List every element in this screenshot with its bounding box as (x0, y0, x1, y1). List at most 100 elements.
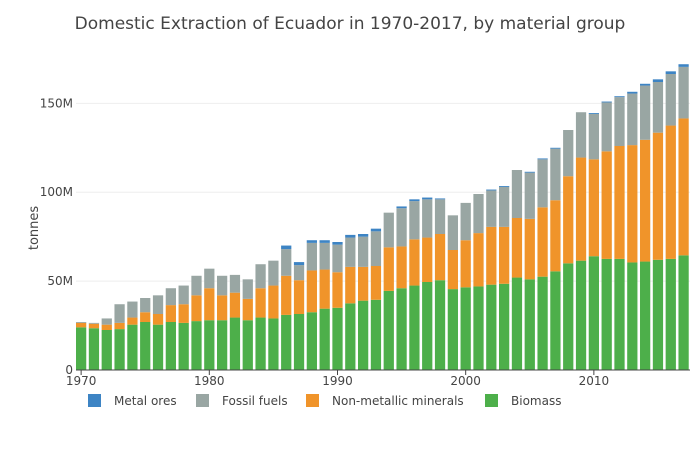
bar-non-metallic-minerals-1975 (140, 312, 151, 322)
bar-fossil-fuels-1988 (306, 242, 317, 271)
bar-non-metallic-minerals-1972 (101, 324, 112, 330)
bar-metal-ores-2014 (640, 83, 651, 86)
bar-biomass-1991 (345, 303, 356, 370)
bar-non-metallic-minerals-1993 (370, 266, 382, 300)
bar-fossil-fuels-1991 (345, 237, 356, 267)
bar-biomass-2017 (678, 255, 689, 370)
y-axis-label: tonnes (27, 206, 42, 251)
bar-biomass-1988 (306, 312, 317, 370)
bar-non-metallic-minerals-2007 (550, 200, 561, 272)
legend-label-fossil-fuels[interactable]: Fossil fuels (222, 394, 288, 408)
chart-title: Domestic Extraction of Ecuador in 1970-2… (75, 14, 626, 34)
bar-non-metallic-minerals-2005 (524, 218, 535, 280)
bar-biomass-2006 (537, 276, 548, 370)
bar-non-metallic-minerals-1985 (268, 285, 279, 319)
bar-non-metallic-minerals-2000 (460, 240, 471, 288)
bar-non-metallic-minerals-1978 (178, 304, 189, 323)
bar-fossil-fuels-1990 (332, 244, 343, 273)
legend-label-metal-ores[interactable]: Metal ores (114, 394, 177, 408)
bar-non-metallic-minerals-1999 (447, 250, 458, 290)
bar-biomass-1970 (76, 327, 87, 370)
bar-fossil-fuels-2009 (575, 112, 587, 158)
bar-fossil-fuels-1989 (319, 242, 330, 270)
bar-fossil-fuels-1996 (409, 201, 420, 240)
bar-fossil-fuels-1998 (434, 199, 446, 234)
bar-biomass-2010 (588, 256, 599, 370)
legend-swatch-metal-ores[interactable] (88, 394, 101, 407)
bar-non-metallic-minerals-2012 (614, 146, 625, 259)
legend-swatch-non-metallic-minerals[interactable] (306, 394, 319, 407)
bar-fossil-fuels-1999 (447, 215, 458, 250)
bar-fossil-fuels-2011 (601, 102, 612, 152)
bar-non-metallic-minerals-1976 (152, 314, 164, 325)
bar-biomass-2014 (640, 261, 651, 370)
bar-biomass-2015 (652, 259, 664, 370)
bar-biomass-1984 (255, 317, 266, 370)
bar-biomass-2001 (473, 286, 484, 370)
bar-biomass-1973 (114, 329, 125, 370)
bar-biomass-1974 (127, 324, 138, 370)
bar-biomass-1986 (281, 314, 292, 370)
bar-non-metallic-minerals-2016 (665, 125, 676, 259)
bar-non-metallic-minerals-1980 (204, 288, 215, 321)
bar-fossil-fuels-2000 (460, 202, 471, 241)
bar-fossil-fuels-1970 (76, 322, 87, 323)
bar-non-metallic-minerals-2001 (473, 233, 484, 287)
bar-non-metallic-minerals-2003 (499, 226, 510, 284)
bar-fossil-fuels-1976 (152, 295, 164, 314)
bar-fossil-fuels-1979 (191, 275, 202, 296)
bar-biomass-1979 (191, 321, 202, 370)
bar-biomass-2011 (601, 258, 612, 370)
legend-label-biomass[interactable]: Biomass (511, 394, 561, 408)
bar-metal-ores-2016 (665, 71, 676, 74)
bar-biomass-1978 (178, 322, 189, 370)
bar-biomass-2002 (486, 284, 497, 370)
bar-biomass-2005 (524, 279, 535, 370)
bar-non-metallic-minerals-2004 (511, 218, 523, 278)
bar-non-metallic-minerals-2002 (486, 226, 497, 285)
bar-biomass-2012 (614, 258, 625, 370)
bar-metal-ores-2005 (524, 171, 535, 173)
bar-non-metallic-minerals-1997 (422, 237, 433, 282)
bar-non-metallic-minerals-2011 (601, 151, 612, 259)
bar-biomass-2013 (627, 262, 638, 370)
bar-biomass-2004 (511, 277, 523, 370)
bar-non-metallic-minerals-1982 (229, 292, 241, 318)
bar-biomass-1987 (293, 314, 305, 370)
bar-biomass-2003 (499, 283, 510, 370)
bar-biomass-2000 (460, 287, 471, 370)
bar-fossil-fuels-1977 (165, 288, 176, 306)
x-tick-label: 1980 (194, 374, 225, 388)
bar-fossil-fuels-1994 (383, 212, 394, 248)
bar-fossil-fuels-1975 (140, 298, 151, 313)
bar-fossil-fuels-1971 (88, 322, 100, 324)
bar-biomass-1972 (101, 330, 112, 370)
legend-label-non-metallic-minerals[interactable]: Non-metallic minerals (332, 394, 464, 408)
bar-biomass-1997 (422, 282, 433, 370)
bar-biomass-1983 (242, 320, 253, 370)
bar-metal-ores-2012 (614, 96, 625, 98)
bar-non-metallic-minerals-1991 (345, 266, 356, 304)
bar-metal-ores-1986 (281, 245, 292, 250)
y-tick-label: 0 (65, 363, 73, 377)
bar-fossil-fuels-2015 (652, 82, 664, 133)
bar-biomass-1971 (88, 328, 100, 370)
bar-metal-ores-1990 (332, 242, 343, 245)
y-tick-label: 50M (47, 274, 73, 288)
bar-fossil-fuels-1992 (358, 236, 369, 267)
bar-fossil-fuels-1987 (293, 265, 305, 281)
bar-non-metallic-minerals-1994 (383, 247, 394, 291)
bar-fossil-fuels-1973 (114, 304, 125, 323)
bar-metal-ores-1991 (345, 234, 356, 238)
bar-fossil-fuels-2002 (486, 190, 497, 227)
bar-fossil-fuels-1972 (101, 318, 112, 325)
x-tick-label: 2000 (450, 374, 481, 388)
legend-swatch-biomass[interactable] (485, 394, 498, 407)
bar-non-metallic-minerals-2014 (640, 139, 651, 262)
legend-swatch-fossil-fuels[interactable] (196, 394, 209, 407)
bar-fossil-fuels-2013 (627, 93, 638, 146)
legend: Metal ores Fossil fuels Non-metallic miner… (88, 394, 561, 408)
bar-fossil-fuels-1978 (178, 285, 189, 305)
